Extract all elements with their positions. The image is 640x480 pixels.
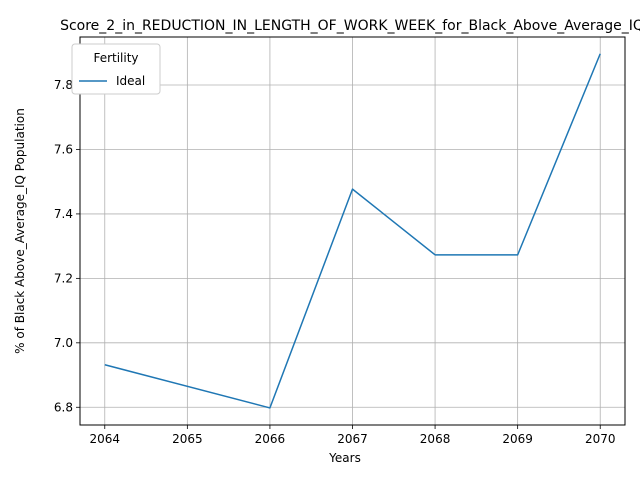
- x-tick-label: 2066: [255, 432, 286, 446]
- y-tick-label: 7.2: [54, 271, 73, 285]
- y-tick-label: 7.6: [54, 142, 73, 156]
- x-tick-label: 2067: [337, 432, 368, 446]
- x-tick-label: 2069: [502, 432, 533, 446]
- series-line-ideal: [104, 53, 601, 409]
- y-tick-label: 7.4: [54, 207, 73, 221]
- x-tick-label: 2064: [89, 432, 120, 446]
- x-axis-ticks: 2064 2065 2066 2067 2068 2069 2070: [89, 425, 616, 446]
- y-axis-label: % of Black Above_Average_IQ Population: [13, 108, 27, 354]
- legend-title: Fertility: [93, 51, 138, 65]
- x-axis-label: Years: [328, 451, 361, 465]
- x-tick-label: 2068: [420, 432, 451, 446]
- legend: Fertility Ideal: [71, 43, 161, 95]
- x-tick-label: 2070: [585, 432, 616, 446]
- legend-label-ideal: Ideal: [116, 74, 145, 88]
- y-tick-label: 7.8: [54, 78, 73, 92]
- chart-title: Score_2_in_REDUCTION_IN_LENGTH_OF_WORK_W…: [60, 18, 640, 34]
- y-tick-label: 7.0: [54, 336, 73, 350]
- x-tick-label: 2065: [172, 432, 203, 446]
- y-axis-ticks: 6.8 7.0 7.2 7.4 7.6 7.8: [54, 78, 80, 414]
- series-layer: [104, 53, 601, 409]
- y-tick-label: 6.8: [54, 400, 73, 414]
